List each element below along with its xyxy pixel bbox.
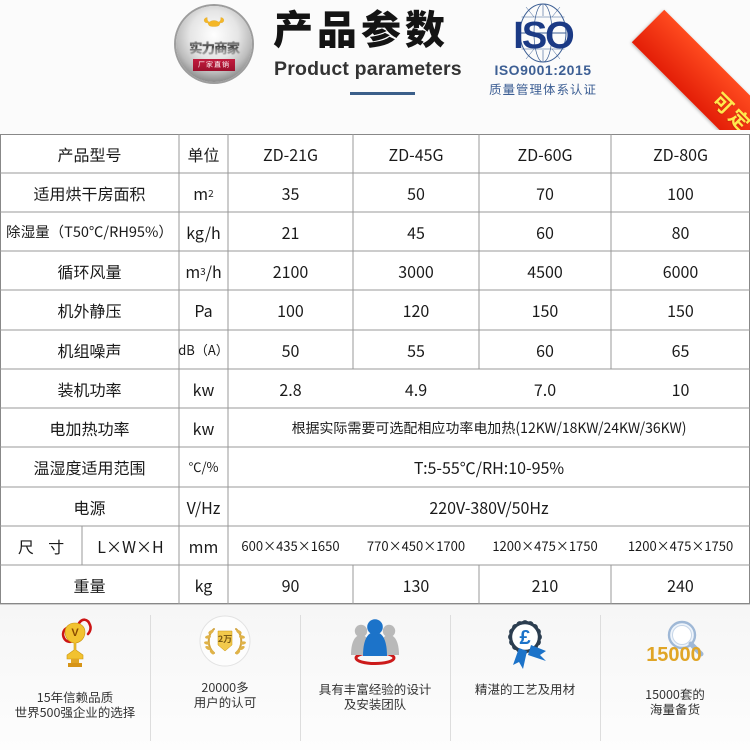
svg-text:£: £	[519, 627, 530, 649]
svg-text:2万: 2万	[218, 632, 232, 645]
svg-text:V: V	[71, 627, 79, 639]
svg-text:15000: 15000	[646, 644, 702, 666]
